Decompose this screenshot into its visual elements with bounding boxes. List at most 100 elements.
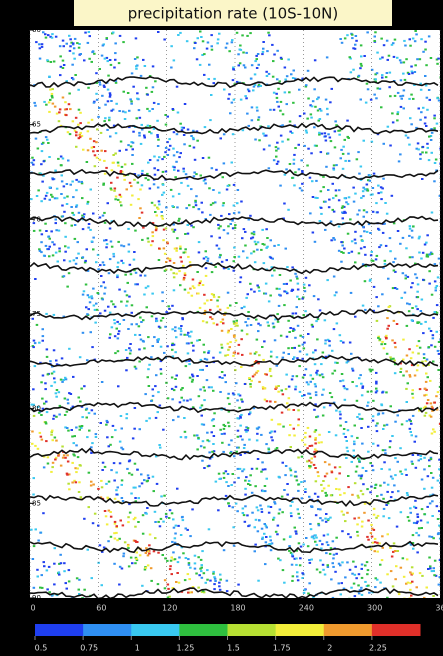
field-cell bbox=[99, 544, 102, 546]
field-cell bbox=[106, 436, 109, 438]
field-cell bbox=[79, 429, 82, 431]
field-cell bbox=[346, 120, 349, 122]
field-cell bbox=[204, 126, 207, 128]
field-cell bbox=[51, 373, 54, 375]
field-cell bbox=[52, 254, 55, 256]
field-cell bbox=[86, 248, 89, 250]
field-cell bbox=[293, 70, 296, 72]
field-cell bbox=[155, 374, 158, 376]
field-cell bbox=[354, 242, 357, 244]
field-cell bbox=[332, 557, 335, 559]
field-cell bbox=[193, 172, 196, 174]
field-cell bbox=[86, 161, 89, 163]
field-cell bbox=[435, 395, 438, 397]
field-cell bbox=[409, 374, 412, 376]
field-cell bbox=[311, 180, 314, 182]
field-cell bbox=[127, 547, 130, 549]
field-cell bbox=[370, 548, 373, 550]
field-cell bbox=[421, 479, 424, 481]
field-cell bbox=[361, 387, 364, 389]
field-cell bbox=[69, 260, 72, 262]
field-cell bbox=[308, 582, 311, 584]
field-cell bbox=[261, 528, 264, 530]
field-cell bbox=[367, 88, 370, 90]
field-cell bbox=[418, 108, 421, 110]
field-cell bbox=[425, 64, 428, 66]
field-cell bbox=[281, 390, 284, 392]
field-cell bbox=[243, 514, 246, 516]
field-cell bbox=[127, 228, 130, 230]
field-cell bbox=[376, 430, 379, 432]
field-cell bbox=[428, 465, 431, 467]
field-cell bbox=[340, 149, 343, 151]
field-cell bbox=[134, 540, 137, 542]
field-cell bbox=[202, 440, 205, 442]
field-cell bbox=[396, 113, 399, 115]
field-cell bbox=[363, 216, 366, 218]
field-cell bbox=[425, 242, 428, 244]
field-cell bbox=[384, 343, 387, 345]
field-cell bbox=[244, 321, 247, 323]
field-cell bbox=[189, 145, 192, 147]
field-cell bbox=[277, 423, 280, 425]
field-cell bbox=[134, 230, 137, 232]
field-cell bbox=[326, 541, 329, 543]
field-cell bbox=[374, 31, 377, 33]
field-cell bbox=[180, 256, 183, 258]
field-cell bbox=[289, 131, 292, 133]
field-cell bbox=[195, 204, 198, 206]
field-cell bbox=[136, 117, 139, 119]
field-cell bbox=[247, 318, 250, 320]
field-cell bbox=[220, 344, 223, 346]
field-cell bbox=[67, 461, 70, 463]
field-cell bbox=[393, 542, 396, 544]
field-cell bbox=[373, 173, 376, 175]
field-cell bbox=[294, 388, 297, 390]
field-cell bbox=[321, 133, 324, 135]
field-cell bbox=[234, 227, 237, 229]
field-cell bbox=[227, 502, 230, 504]
field-cell bbox=[84, 260, 87, 262]
field-cell bbox=[161, 215, 164, 217]
field-cell bbox=[194, 568, 197, 570]
field-cell bbox=[361, 594, 364, 596]
field-cell bbox=[285, 388, 288, 390]
field-cell bbox=[360, 44, 363, 46]
field-cell bbox=[100, 132, 103, 134]
field-cell bbox=[402, 339, 405, 341]
field-cell bbox=[45, 440, 48, 442]
field-cell bbox=[171, 328, 174, 330]
field-cell bbox=[324, 574, 327, 576]
field-cell bbox=[310, 381, 313, 383]
x-tick-label: 360 bbox=[435, 604, 443, 613]
field-cell bbox=[147, 564, 150, 566]
field-cell bbox=[97, 116, 100, 118]
field-cell bbox=[231, 162, 234, 164]
field-cell bbox=[322, 415, 325, 417]
field-cell bbox=[31, 162, 34, 164]
field-cell bbox=[200, 175, 203, 177]
field-cell bbox=[256, 468, 259, 470]
field-cell bbox=[89, 301, 92, 303]
field-cell bbox=[91, 147, 94, 149]
field-cell bbox=[107, 100, 110, 102]
chart-title: precipitation rate (10S-10N) bbox=[128, 5, 339, 23]
field-cell bbox=[219, 309, 222, 311]
field-cell bbox=[330, 578, 333, 580]
field-cell bbox=[119, 323, 122, 325]
field-cell bbox=[424, 321, 427, 323]
field-cell bbox=[47, 34, 50, 36]
field-cell bbox=[171, 377, 174, 379]
field-cell bbox=[256, 428, 259, 430]
field-cell bbox=[377, 87, 380, 89]
field-cell bbox=[116, 275, 119, 277]
field-cell bbox=[71, 181, 74, 183]
field-cell bbox=[223, 477, 226, 479]
field-cell bbox=[405, 388, 408, 390]
field-cell bbox=[62, 158, 64, 160]
field-cell bbox=[32, 318, 35, 320]
field-cell bbox=[174, 558, 177, 560]
field-cell bbox=[399, 371, 402, 373]
field-cell bbox=[112, 253, 115, 255]
field-cell bbox=[283, 489, 286, 491]
